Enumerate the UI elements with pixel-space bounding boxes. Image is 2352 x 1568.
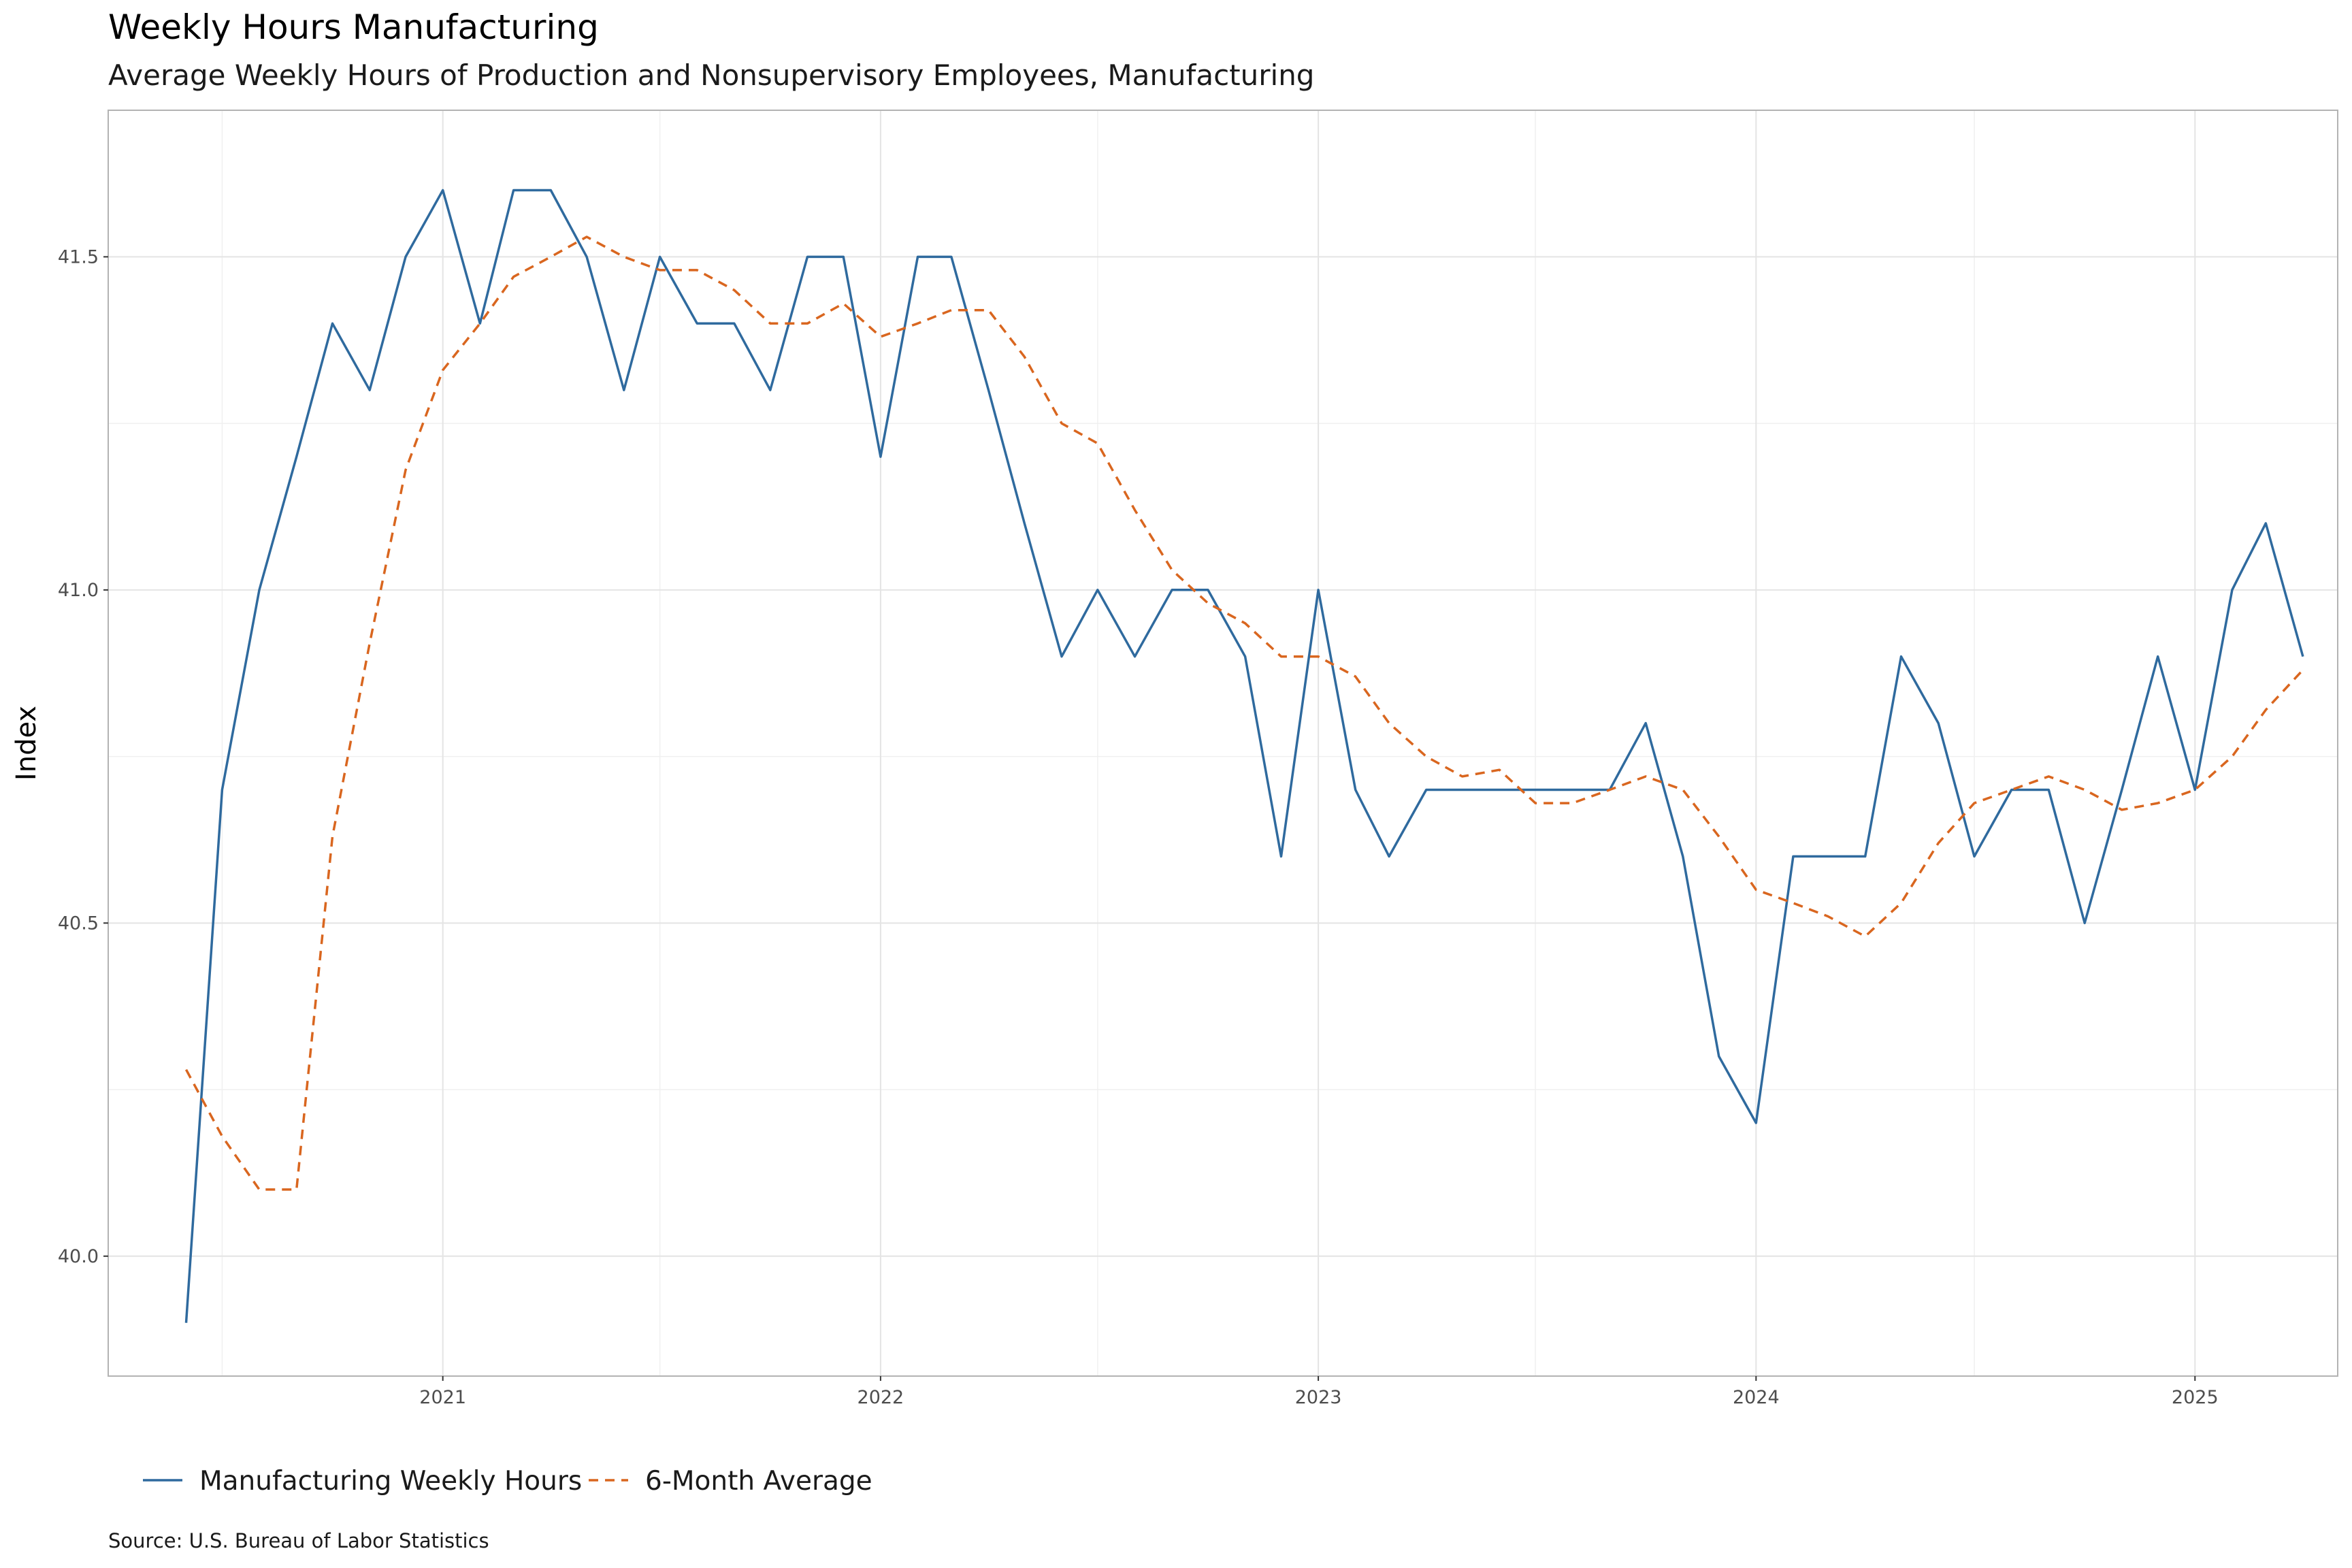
x-tick-label: 2025	[2172, 1387, 2219, 1408]
y-tick-label: 40.0	[58, 1246, 99, 1267]
legend-label-6-month-average: 6-Month Average	[645, 1466, 872, 1497]
x-tick-label: 2021	[419, 1387, 466, 1408]
legend-label-manufacturing-weekly-hours: Manufacturing Weekly Hours	[199, 1466, 582, 1497]
series-line-6-month-average	[184, 235, 2304, 1191]
chart-subtitle: Average Weekly Hours of Production and N…	[108, 59, 1314, 92]
x-axis-ticks: 2021 2022 2023 2024 2025	[419, 1376, 2219, 1408]
y-axis-ticks: 40.0 40.5 41.0 41.5	[58, 246, 108, 1267]
plot-panel-border	[108, 110, 2338, 1377]
major-gridlines	[108, 110, 2338, 1376]
y-tick-label: 40.5	[58, 913, 99, 934]
series-layer	[184, 189, 2304, 1323]
x-tick-label: 2023	[1295, 1387, 1342, 1408]
legend: Manufacturing Weekly Hours 6-Month Avera…	[143, 1466, 872, 1497]
y-tick-label: 41.0	[58, 580, 99, 601]
y-tick-label: 41.5	[58, 246, 99, 267]
x-tick-label: 2022	[858, 1387, 904, 1408]
y-axis-title: Index	[11, 706, 42, 781]
source-caption: Source: U.S. Bureau of Labor Statistics	[108, 1529, 489, 1552]
chart-title: Weekly Hours Manufacturing	[108, 7, 599, 47]
minor-gridlines	[108, 110, 2338, 1376]
x-tick-label: 2024	[1733, 1387, 1780, 1408]
series-line-manufacturing-weekly-hours	[184, 189, 2304, 1323]
